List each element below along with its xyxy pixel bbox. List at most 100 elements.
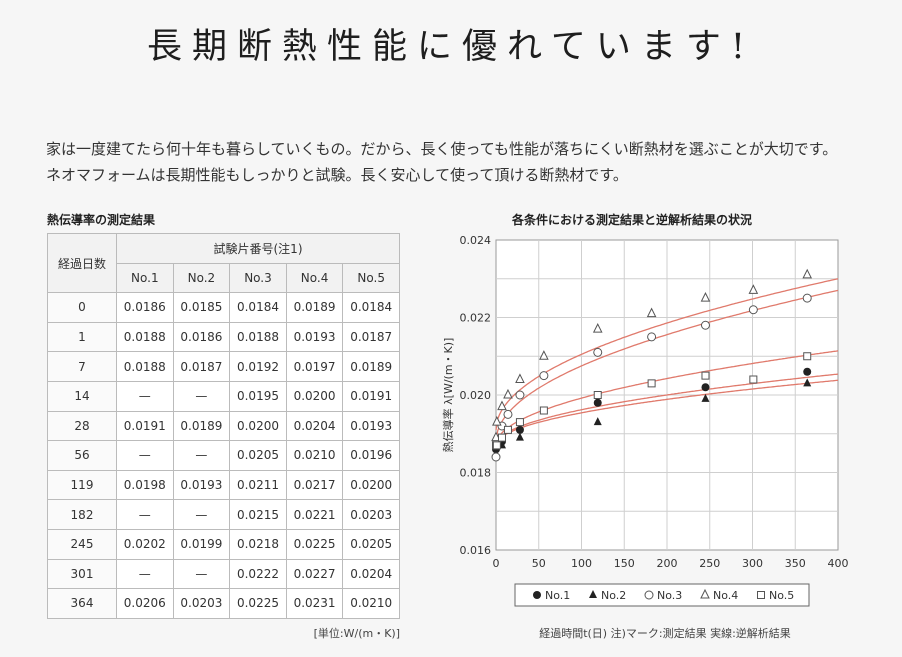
legend-box <box>514 583 810 607</box>
value-cell: 0.0185 <box>172 292 231 323</box>
intro-text: 家は一度建てたら何十年も暮らしていくもの。だから、長く使っても性能が落ちにくい断… <box>46 136 876 188</box>
value-cell: — <box>172 558 231 590</box>
data-point <box>802 268 813 279</box>
y-tick-label: 0.018 <box>460 467 492 480</box>
data-point <box>647 379 656 388</box>
value-cell: — <box>116 499 174 530</box>
fit-curve <box>495 350 839 446</box>
table-row: 364 0.0206 0.0203 0.0225 0.0231 0.0210 <box>47 588 400 619</box>
y-tick-label: 0.022 <box>460 312 492 325</box>
table-row: 56— —0.0205 0.0210 0.0196 <box>47 440 400 471</box>
data-point <box>701 393 710 402</box>
intro-line-2: ネオマフォームは長期性能もしっかりと試験。長く安心して使って頂ける断熱材です。 <box>46 166 628 184</box>
data-point <box>515 418 524 427</box>
day-cell: 119 <box>47 469 117 501</box>
value-cell: 0.0189 <box>285 292 344 323</box>
value-cell: 0.0195 <box>229 380 287 412</box>
table-row: 1 0.0188 0.0186 0.0188 0.0193 0.0187 <box>47 321 400 353</box>
data-point <box>515 390 525 400</box>
data-point <box>533 591 541 599</box>
value-cell: 0.0222 <box>229 558 287 590</box>
y-tick-label: 0.016 <box>460 544 492 557</box>
chart-title: 各条件における測定結果と逆解析結果の状況 <box>511 213 752 227</box>
column-header: No.5 <box>342 262 400 294</box>
data-point <box>701 383 710 392</box>
data-point <box>539 371 549 381</box>
table-row: 14— —0.0195 0.0200 0.0191 <box>47 380 400 412</box>
data-point <box>539 406 548 415</box>
column-header: No.1 <box>116 262 174 294</box>
data-point <box>592 323 603 333</box>
value-cell: 0.0210 <box>285 440 344 471</box>
column-header: No.3 <box>229 262 287 294</box>
value-cell: 0.0204 <box>342 558 400 590</box>
day-cell: 364 <box>47 588 117 619</box>
data-point <box>644 590 654 600</box>
data-point <box>757 591 765 599</box>
value-cell: 0.0205 <box>229 440 287 471</box>
value-cell: — <box>172 499 231 530</box>
value-cell: 0.0218 <box>229 528 287 560</box>
data-point <box>497 433 506 442</box>
value-cell: 0.0189 <box>172 410 231 442</box>
day-cell: 14 <box>47 380 117 412</box>
column-header: No.4 <box>285 262 344 294</box>
day-cell: 245 <box>47 528 117 560</box>
value-cell: — <box>116 558 174 590</box>
value-cell: 0.0202 <box>116 528 174 560</box>
value-cell: 0.0211 <box>229 469 287 501</box>
value-cell: 0.0197 <box>285 351 344 382</box>
data-point <box>803 367 812 376</box>
x-tick-label: 150 <box>614 557 635 570</box>
value-cell: 0.0193 <box>172 469 231 501</box>
data-point <box>748 305 758 315</box>
data-point <box>503 425 512 434</box>
data-point <box>593 417 602 426</box>
page-headline: 長期断熱性能に優れています! <box>146 27 756 67</box>
value-cell: 0.0199 <box>172 528 231 560</box>
table-row: 245 0.0202 0.0199 0.0218 0.0225 0.0205 <box>47 528 400 560</box>
day-cell: 301 <box>47 558 117 590</box>
value-cell: 0.0231 <box>285 588 344 619</box>
value-cell: — <box>116 440 174 471</box>
value-cell: 0.0186 <box>116 292 174 323</box>
value-cell: 0.0198 <box>116 469 174 501</box>
data-point <box>802 293 812 303</box>
value-cell: 0.0188 <box>116 351 174 382</box>
table-row: 7 0.0188 0.0187 0.0192 0.0197 0.0189 <box>47 351 400 382</box>
value-cell: 0.0205 <box>342 528 400 560</box>
thermal-conductivity-chart: 0 50 100 150 200 250 300 350 400 0.016 0.018 0.020 0… <box>441 234 849 607</box>
value-cell: 0.0184 <box>229 292 287 323</box>
data-point <box>515 373 525 383</box>
legend-label: No.4 <box>713 589 738 602</box>
fit-curve <box>495 379 839 446</box>
legend-label: No.1 <box>545 589 570 602</box>
value-cell: 0.0204 <box>285 410 344 442</box>
table-row: 182— —0.0215 0.0221 0.0203 <box>47 499 400 530</box>
value-cell: 0.0225 <box>229 588 287 619</box>
legend-label: No.3 <box>657 589 682 602</box>
data-point <box>593 398 602 407</box>
data-point <box>593 347 603 357</box>
value-cell: 0.0200 <box>342 469 400 501</box>
data-point <box>803 352 812 361</box>
table-row: 119 0.0198 0.0193 0.0211 0.0217 0.0200 <box>47 469 400 501</box>
value-cell: 0.0200 <box>229 410 287 442</box>
chart-footnote: 経過時間t(日) 注)マーク:測定結果 実線:逆解析結果 <box>539 627 791 640</box>
value-cell: 0.0196 <box>342 440 400 471</box>
x-tick-label: 200 <box>657 557 678 570</box>
x-tick-label: 100 <box>571 557 592 570</box>
value-cell: — <box>172 380 231 412</box>
days-header: 経過日数 <box>47 232 117 294</box>
data-point <box>491 452 501 462</box>
specimen-group-header: 試験片番号(注1) <box>116 233 400 264</box>
table-row: 301— —0.0222 0.0227 0.0204 <box>47 558 400 590</box>
value-cell: 0.0188 <box>116 321 174 353</box>
value-cell: 0.0187 <box>172 351 231 382</box>
column-header: No.2 <box>172 262 231 294</box>
value-cell: 0.0191 <box>342 380 400 412</box>
table-title: 熱伝導率の測定結果 <box>47 213 156 227</box>
value-cell: 0.0188 <box>229 321 287 353</box>
legend-label: No.2 <box>601 589 626 602</box>
data-point <box>503 409 513 419</box>
